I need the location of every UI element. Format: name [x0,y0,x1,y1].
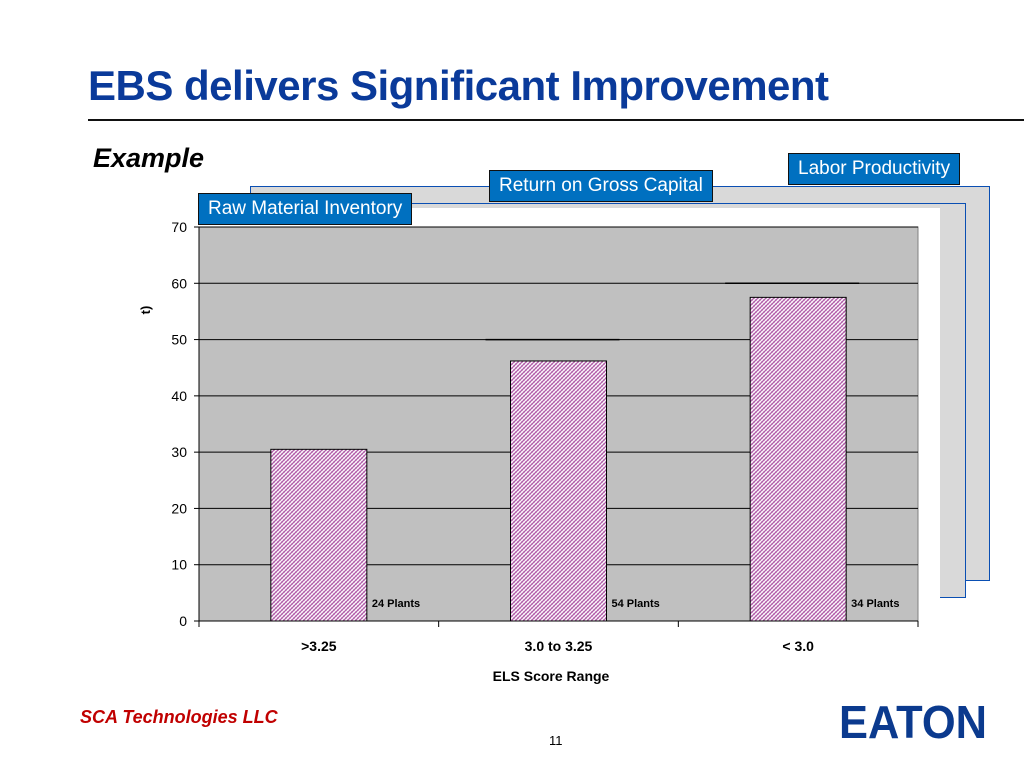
x-axis: >3.25 3.0 to 3.25 < 3.0 [198,620,919,654]
eaton-logo: EATON [839,700,987,742]
y-tick-label: 50 [171,332,187,348]
tab-raw-material-inventory[interactable]: Raw Material Inventory [198,193,413,225]
y-tick-label: 60 [171,275,187,291]
bar-0 [270,448,368,622]
y-tick-label: 30 [171,444,187,460]
x-tick-label: < 3.0 [782,638,814,654]
y-axis: 0 10 20 30 40 50 60 70 [171,219,200,629]
slide-title: EBS delivers Significant Improvement [88,62,829,109]
y-tick-label: 10 [171,557,187,573]
tab-return-on-gross-capital[interactable]: Return on Gross Capital [489,170,713,202]
bar-annotations: 24 Plants 54 Plants 34 Plants [372,598,900,610]
y-axis-title: t) [138,306,153,315]
x-tick-label: >3.25 [301,638,337,654]
bar-annotation: 34 Plants [851,598,899,610]
x-axis-title: ELS Score Range [493,668,610,684]
bar-annotation: 54 Plants [612,598,660,610]
y-tick-label: 20 [171,500,187,516]
y-tick-label: 70 [171,219,187,235]
y-tick-label: 40 [171,388,187,404]
y-tick-label: 0 [179,613,187,629]
title-divider [88,119,1024,121]
bar-1 [510,360,607,622]
logo-wordmark: EATON [839,700,987,742]
tab-labor-productivity[interactable]: Labor Productivity [788,153,961,185]
bars [270,296,847,622]
target-lines [485,282,860,341]
x-tick-label: 3.0 to 3.25 [525,638,593,654]
slide-subtitle: Example [93,143,205,173]
bar-annotation: 24 Plants [372,598,420,610]
footer-company-name: SCA Technologies LLC [80,707,278,727]
bar-2 [749,296,847,622]
page-number: 11 [549,733,563,748]
bar-chart: 0 10 20 30 40 50 60 70 >3.25 3.0 to 3.25 < 3.0 24… [138,219,919,684]
